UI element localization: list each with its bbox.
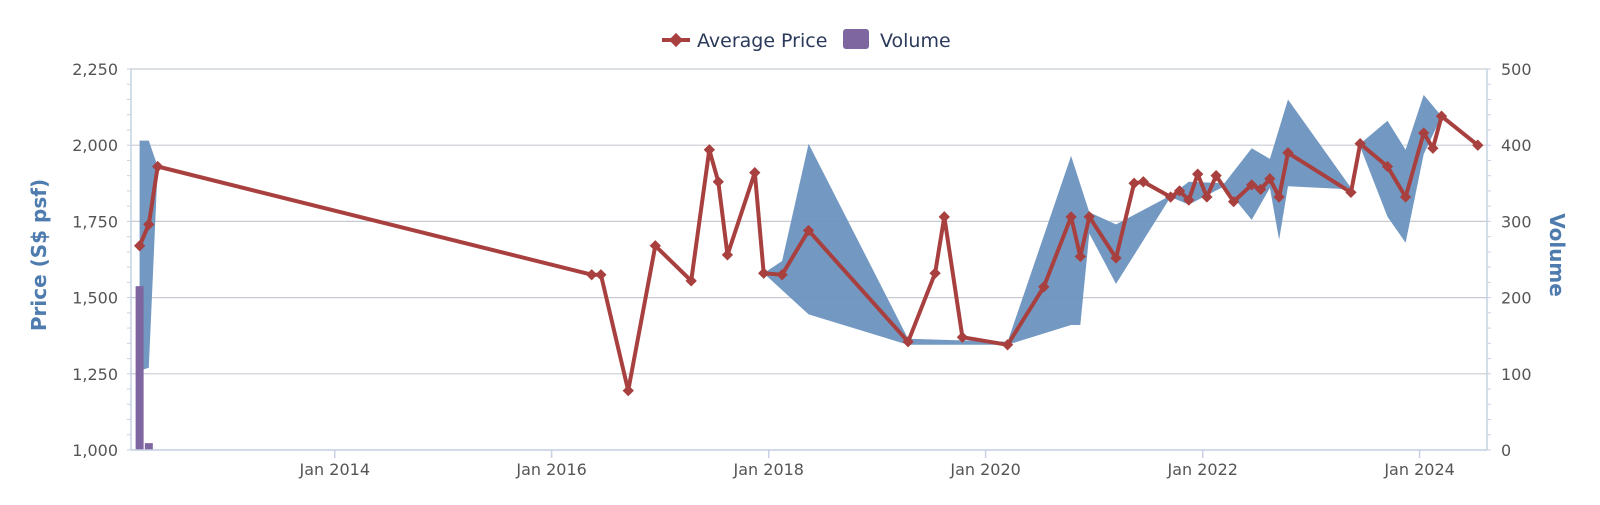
- y-axis-left-title: Price (S$ psf): [27, 179, 51, 331]
- average-price-point[interactable]: [586, 269, 598, 281]
- volume-bar[interactable]: [144, 443, 153, 450]
- legend-label-average-price: Average Price: [697, 30, 827, 52]
- average-price-point[interactable]: [758, 267, 770, 279]
- legend-item-average-price[interactable]: Average Price: [662, 30, 827, 52]
- tick-labels: 1,000 1,250 1,500 1,750 2,000 2,250 0 100 200 300…: [72, 60, 1531, 479]
- legend-label-volume: Volume: [880, 30, 951, 52]
- y-left-tick-label: 2,000: [72, 136, 118, 155]
- y-axis-right-title: Volume: [1545, 213, 1569, 297]
- average-price-point[interactable]: [929, 267, 941, 279]
- axes: [127, 68, 1491, 458]
- x-tick-label: Jan 2022: [1166, 460, 1237, 479]
- x-tick-label: Jan 2014: [299, 460, 370, 479]
- average-price-point[interactable]: [1201, 191, 1213, 203]
- volume-bar[interactable]: [135, 286, 144, 450]
- legend-volume-swatch: [843, 29, 869, 49]
- average-price-point[interactable]: [1128, 177, 1140, 189]
- average-price-point[interactable]: [133, 240, 146, 252]
- average-price-point[interactable]: [938, 211, 950, 223]
- average-price-point[interactable]: [956, 331, 969, 343]
- average-price-point[interactable]: [902, 336, 914, 348]
- y-left-tick-label: 1,000: [72, 441, 118, 460]
- average-price-point[interactable]: [712, 176, 724, 188]
- average-price-point[interactable]: [1435, 110, 1448, 122]
- average-price-point[interactable]: [152, 160, 164, 173]
- average-price-point[interactable]: [721, 249, 734, 261]
- average-price-point[interactable]: [1264, 173, 1276, 185]
- average-price-point[interactable]: [1137, 176, 1149, 188]
- volume-bars: [135, 286, 153, 450]
- average-price-point[interactable]: [1065, 211, 1077, 223]
- y-right-tick-label: 200: [1501, 289, 1532, 308]
- average-price-point[interactable]: [776, 269, 788, 281]
- y-right-tick-label: 500: [1501, 60, 1532, 79]
- average-price-point[interactable]: [595, 269, 607, 281]
- y-right-tick-label: 300: [1501, 212, 1532, 231]
- average-price-point[interactable]: [622, 384, 634, 397]
- price-range-band: [139, 94, 1442, 371]
- average-price-point[interactable]: [1192, 168, 1204, 180]
- average-price-point[interactable]: [749, 166, 761, 179]
- legend: Average Price Volume: [662, 29, 951, 52]
- average-price-line: [133, 110, 1484, 397]
- y-left-tick-label: 1,750: [72, 212, 118, 231]
- price-range-area: [139, 94, 1442, 371]
- x-tick-label: Jan 2024: [1383, 460, 1454, 479]
- y-left-tick-label: 1,500: [72, 289, 118, 308]
- y-right-tick-label: 400: [1501, 136, 1532, 155]
- y-left-tick-label: 2,250: [72, 60, 118, 79]
- x-tick-label: Jan 2020: [949, 460, 1020, 479]
- average-price-point[interactable]: [649, 240, 661, 252]
- x-tick-label: Jan 2016: [515, 460, 586, 479]
- average-price-point[interactable]: [1083, 211, 1095, 223]
- y-left-tick-label: 1,250: [72, 365, 118, 384]
- legend-diamond-marker: [668, 32, 684, 48]
- legend-item-volume[interactable]: Volume: [843, 29, 951, 52]
- average-price-point[interactable]: [143, 218, 155, 231]
- average-price-point[interactable]: [703, 144, 716, 156]
- y-right-tick-label: 0: [1501, 441, 1511, 460]
- x-tick-label: Jan 2018: [733, 460, 804, 479]
- y-right-tick-label: 100: [1501, 365, 1532, 384]
